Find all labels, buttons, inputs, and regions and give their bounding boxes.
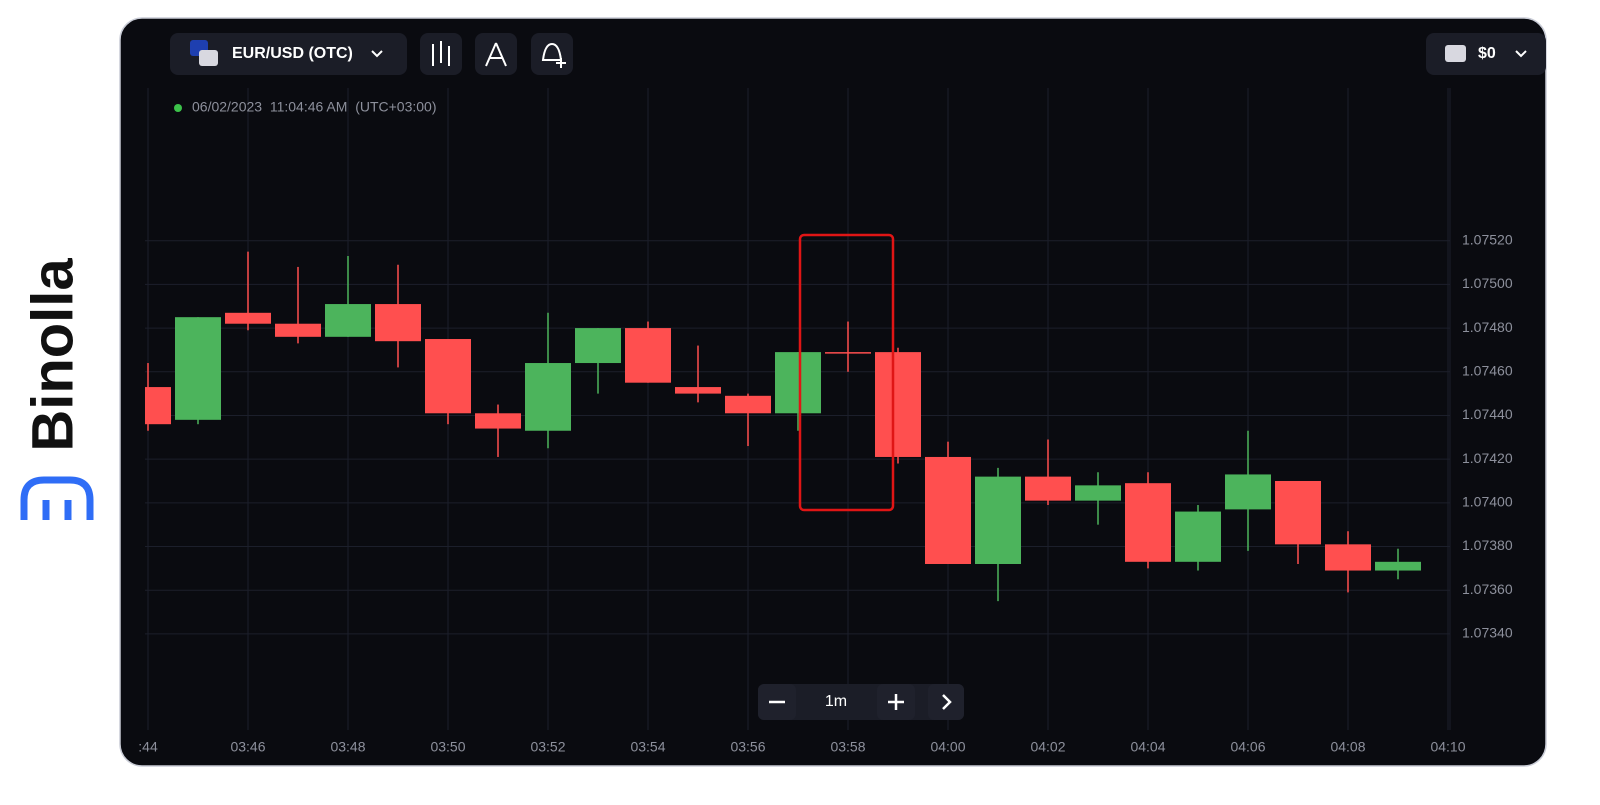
candle-body xyxy=(775,352,821,414)
live-indicator xyxy=(174,104,182,112)
x-tick-label: 03:48 xyxy=(330,739,365,755)
candle-body xyxy=(525,363,571,431)
drawing-tools-icon xyxy=(485,42,507,67)
candle-body xyxy=(325,304,371,337)
alerts-icon xyxy=(541,42,566,68)
y-tick-label: 1.07360 xyxy=(1462,581,1513,597)
x-tick-label: 04:04 xyxy=(1130,739,1165,755)
candle-body xyxy=(1275,480,1321,545)
y-tick-label: 1.07340 xyxy=(1462,625,1513,641)
x-tick-label: 03:58 xyxy=(830,739,865,755)
timestamp: 06/02/2023 11:04:46 AM (UTC+03:00) xyxy=(192,99,437,115)
candle-body xyxy=(275,323,321,337)
y-tick-label: 1.07520 xyxy=(1462,231,1513,247)
candle-body xyxy=(725,395,771,414)
candle-body xyxy=(975,476,1021,564)
x-tick-label: 04:10 xyxy=(1430,739,1465,755)
x-tick-label: 04:08 xyxy=(1330,739,1365,755)
x-tick-label: 03:46 xyxy=(230,739,265,755)
asset-selector[interactable] xyxy=(170,33,407,75)
chart-type-icon xyxy=(432,41,450,66)
plus-icon xyxy=(888,694,904,710)
plot-area: :44 03:46 03:48 03:50 03:52 03:54 03:56 03:58 04… xyxy=(138,88,1513,755)
flag-us xyxy=(1445,45,1466,62)
x-tick-label: 04:06 xyxy=(1230,739,1265,755)
scroll-right-button[interactable] xyxy=(928,684,964,720)
chevron-icon xyxy=(942,694,952,710)
candle-body xyxy=(825,352,871,354)
logo-icon xyxy=(20,476,94,520)
candle-body xyxy=(1225,474,1271,510)
candle-body xyxy=(1025,476,1071,501)
y-tick-label: 1.07400 xyxy=(1462,494,1513,510)
brand-name: Binolla xyxy=(20,258,85,452)
candle-body xyxy=(1125,483,1171,562)
candle-body xyxy=(575,328,621,364)
candle-body xyxy=(425,339,471,414)
dropdown-arrow xyxy=(371,50,383,58)
candle-body xyxy=(225,312,271,324)
candle-body xyxy=(175,317,221,420)
y-tick-label: 1.07440 xyxy=(1462,406,1513,422)
balance: $0 xyxy=(1478,45,1496,62)
candle-body xyxy=(1325,544,1371,571)
alerts-button[interactable] xyxy=(531,33,573,75)
candle-body xyxy=(625,328,671,383)
highlight-box xyxy=(798,233,895,512)
x-tick-label: 03:52 xyxy=(530,739,565,755)
x-tick-label: 03:56 xyxy=(730,739,765,755)
timeframe[interactable]: 1m xyxy=(825,693,847,710)
logo-icon-bars xyxy=(42,500,72,520)
asset-name: EUR/USD (OTC) xyxy=(232,45,353,62)
candle-body xyxy=(475,413,521,429)
x-tick-label: 04:02 xyxy=(1030,739,1065,755)
x-tick-label: 04:00 xyxy=(930,739,965,755)
candle-body xyxy=(145,387,171,425)
candle-body xyxy=(1375,561,1421,571)
x-tick-label: 03:54 xyxy=(630,739,665,755)
candle-body xyxy=(925,456,971,564)
drawing-tools-button[interactable] xyxy=(475,33,517,75)
y-tick-label: 1.07380 xyxy=(1462,537,1513,553)
y-tick-label: 1.07480 xyxy=(1462,319,1513,335)
candle-body xyxy=(1175,511,1221,562)
y-tick-label: 1.07420 xyxy=(1462,450,1513,466)
trading-panel xyxy=(119,17,1547,767)
candle-body xyxy=(375,304,421,342)
candle-body xyxy=(675,387,721,394)
x-tick-label: 03:50 xyxy=(430,739,465,755)
dropdown-arrow xyxy=(1515,50,1527,58)
brand-logo: Binolla xyxy=(20,258,94,520)
y-tick-label: 1.07460 xyxy=(1462,362,1513,378)
candle-body xyxy=(875,352,921,457)
balance-selector[interactable] xyxy=(1426,33,1546,75)
x-tick-label: :44 xyxy=(138,739,158,755)
candle-body xyxy=(1075,485,1121,501)
y-tick-label: 1.07500 xyxy=(1462,275,1513,291)
flag-us xyxy=(199,50,218,66)
